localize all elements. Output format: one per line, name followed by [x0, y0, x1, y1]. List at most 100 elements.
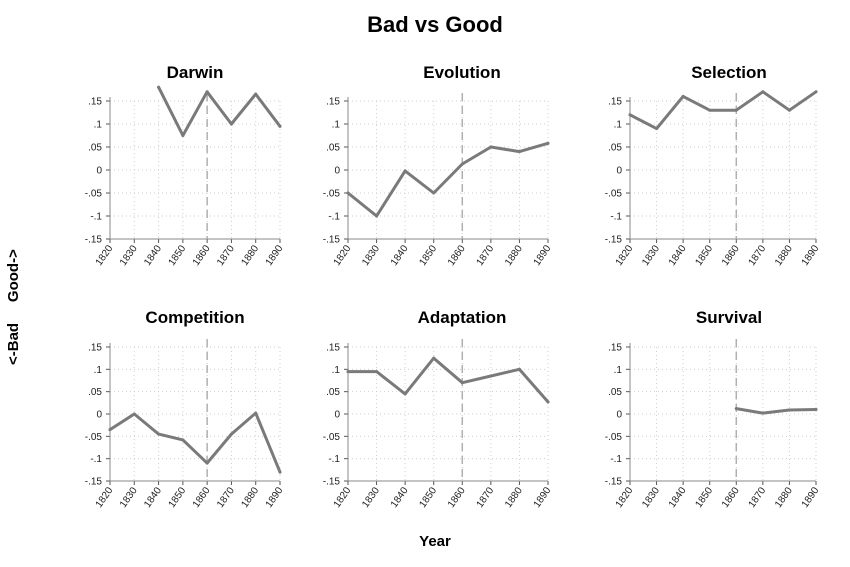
y-tick-label: .05 [326, 387, 340, 398]
series-line [346, 356, 550, 404]
y-tick-label: -.15 [323, 477, 341, 488]
y-tick-label: .1 [332, 365, 341, 376]
x-tick-label: 1830 [360, 243, 382, 268]
x-tick-label: 1830 [360, 485, 382, 510]
x-tick-label: 1870 [215, 485, 237, 510]
y-tick-label: .1 [614, 120, 623, 131]
y-tick-label: -.1 [328, 212, 340, 223]
data-point [132, 412, 136, 416]
x-tick-label: 1870 [475, 243, 497, 268]
y-tick-label: .15 [608, 343, 622, 354]
x-tick-label: 1820 [614, 485, 636, 510]
data-point [432, 356, 436, 360]
x-tick-label: 1830 [118, 243, 140, 268]
data-point [181, 134, 185, 137]
x-tick-label: 1860 [191, 485, 213, 510]
data-point [734, 407, 738, 411]
y-tick-label: .15 [88, 343, 102, 354]
data-point [278, 470, 282, 474]
y-tick-label: .1 [332, 120, 341, 131]
x-tick-label: 1880 [239, 485, 261, 510]
y-tick-label: .05 [608, 387, 622, 398]
panel-title: Selection [691, 63, 767, 82]
data-point [814, 90, 818, 94]
y-tick-label: 0 [616, 410, 622, 421]
data-point [787, 408, 791, 412]
data-point [403, 392, 407, 396]
x-tick-label: 1890 [800, 243, 822, 268]
y-tick-label: -.05 [85, 432, 103, 443]
panel-title: Evolution [423, 63, 500, 82]
x-tick-label: 1890 [532, 485, 554, 510]
y-tick-label: .05 [88, 143, 102, 154]
data-point [346, 191, 350, 195]
data-point [708, 108, 712, 112]
data-point [254, 92, 258, 96]
data-point [628, 113, 632, 117]
x-tick-label: 1840 [142, 243, 164, 268]
data-point [432, 191, 436, 195]
data-point [205, 90, 209, 94]
panel-title: Survival [696, 308, 762, 327]
y-tick-label: .05 [608, 143, 622, 154]
y-tick-label: -.15 [605, 477, 623, 488]
y-tick-label: -.05 [605, 432, 623, 443]
x-tick-label: 1840 [389, 485, 411, 510]
x-tick-label: 1880 [239, 243, 261, 268]
y-tick-label: -.05 [323, 189, 341, 200]
x-tick-label: 1820 [332, 485, 354, 510]
x-tick-label: 1820 [614, 243, 636, 268]
y-tick-label: -.1 [610, 212, 622, 223]
x-tick-label: 1840 [667, 243, 689, 268]
x-axis-label: Year [419, 533, 451, 550]
x-tick-label: 1860 [446, 243, 468, 268]
x-tick-label: 1870 [747, 243, 769, 268]
data-point [489, 374, 493, 378]
data-point [157, 432, 161, 436]
y-tick-label: -.05 [323, 432, 341, 443]
data-point [205, 461, 209, 465]
y-tick-label: -.1 [90, 212, 102, 223]
x-tick-label: 1850 [167, 485, 189, 510]
data-point [375, 214, 379, 218]
data-point [546, 400, 550, 404]
x-tick-label: 1860 [446, 485, 468, 510]
data-point [346, 370, 350, 374]
y-tick-label: 0 [96, 166, 102, 177]
y-tick-label: .1 [94, 365, 103, 376]
y-tick-label: -.05 [85, 189, 103, 200]
panel-title: Adaptation [418, 308, 507, 327]
data-point [460, 381, 464, 385]
data-point [734, 108, 738, 112]
data-point [157, 85, 161, 89]
data-point [375, 370, 379, 374]
y-tick-label: .15 [326, 97, 340, 108]
data-point [229, 122, 233, 126]
y-tick-label: -.15 [85, 235, 103, 246]
x-tick-label: 1850 [417, 485, 439, 510]
x-tick-label: 1850 [693, 485, 715, 510]
data-point [814, 408, 818, 412]
x-tick-label: 1870 [475, 485, 497, 510]
series-line [108, 411, 282, 474]
x-tick-label: 1840 [389, 243, 411, 268]
x-tick-label: 1840 [667, 485, 689, 510]
y-tick-label: .05 [88, 387, 102, 398]
y-tick-label: 0 [616, 166, 622, 177]
x-tick-label: 1820 [94, 243, 116, 268]
series-line [734, 407, 818, 415]
y-tick-label: .15 [608, 97, 622, 108]
x-tick-label: 1890 [264, 243, 286, 268]
x-tick-label: 1840 [142, 485, 164, 510]
panel-title: Darwin [167, 63, 224, 82]
x-tick-label: 1850 [417, 243, 439, 268]
y-tick-label: -.1 [90, 454, 102, 465]
data-point [254, 411, 258, 415]
y-tick-label: .1 [94, 120, 103, 131]
x-tick-label: 1880 [503, 243, 525, 268]
x-tick-label: 1890 [532, 243, 554, 268]
